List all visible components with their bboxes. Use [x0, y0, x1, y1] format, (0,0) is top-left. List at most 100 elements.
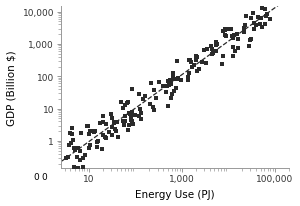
Point — [103, 137, 108, 140]
Point — [251, 28, 256, 32]
Point — [202, 49, 207, 52]
Point — [120, 119, 125, 123]
Point — [70, 133, 75, 136]
Point — [209, 53, 214, 57]
Point — [136, 115, 141, 118]
Point — [81, 157, 85, 160]
Point — [116, 136, 121, 139]
Point — [67, 143, 71, 147]
Point — [187, 59, 192, 62]
Point — [110, 126, 114, 130]
Point — [170, 72, 175, 75]
Point — [214, 50, 219, 54]
Point — [88, 130, 92, 133]
Point — [260, 7, 264, 11]
Point — [122, 124, 126, 127]
Point — [174, 87, 178, 90]
Point — [157, 81, 162, 84]
Point — [74, 155, 79, 159]
Point — [126, 129, 130, 132]
Point — [73, 148, 78, 151]
Point — [127, 112, 132, 115]
Point — [109, 117, 114, 120]
Point — [185, 79, 190, 82]
Y-axis label: GDP (Billion $): GDP (Billion $) — [7, 50, 17, 125]
Point — [129, 87, 134, 91]
Point — [115, 121, 119, 124]
Text: 0: 0 — [33, 172, 39, 181]
Point — [264, 15, 269, 18]
Point — [139, 111, 143, 115]
Point — [185, 76, 190, 79]
Point — [200, 61, 205, 64]
Point — [112, 121, 116, 124]
Point — [138, 118, 143, 121]
Point — [119, 101, 124, 105]
Point — [189, 61, 194, 64]
Point — [128, 113, 132, 116]
Point — [69, 127, 74, 130]
Point — [86, 133, 91, 136]
Point — [168, 79, 173, 82]
Point — [122, 120, 127, 123]
Point — [169, 83, 173, 86]
Point — [106, 130, 111, 134]
Point — [254, 25, 259, 28]
Point — [127, 123, 132, 126]
Point — [129, 119, 134, 122]
Point — [112, 128, 117, 131]
Point — [91, 131, 96, 134]
Point — [230, 35, 234, 38]
Point — [170, 78, 175, 81]
Point — [205, 48, 209, 51]
Text: 0: 0 — [41, 172, 47, 181]
Point — [78, 132, 83, 135]
Point — [69, 142, 74, 145]
Point — [165, 84, 170, 88]
Point — [76, 146, 81, 150]
Point — [101, 115, 106, 119]
Point — [92, 130, 96, 133]
Point — [168, 97, 173, 100]
Point — [95, 141, 100, 144]
Point — [194, 59, 199, 62]
Point — [264, 13, 269, 16]
Point — [151, 109, 156, 112]
Point — [224, 36, 228, 39]
Point — [132, 114, 137, 117]
Point — [174, 60, 179, 63]
Point — [175, 78, 180, 81]
Point — [209, 48, 214, 51]
Point — [123, 104, 128, 107]
Point — [232, 35, 237, 38]
Point — [92, 129, 97, 133]
Point — [85, 125, 89, 129]
Point — [241, 31, 246, 35]
Point — [192, 64, 197, 68]
Point — [131, 122, 136, 126]
Point — [232, 50, 237, 53]
Point — [140, 98, 145, 102]
Point — [203, 62, 208, 66]
Point — [223, 29, 227, 32]
Point — [211, 52, 215, 55]
Point — [110, 134, 115, 137]
Point — [128, 115, 133, 118]
Point — [100, 121, 105, 124]
Point — [223, 34, 228, 38]
Point — [256, 17, 260, 20]
Point — [160, 85, 165, 89]
Point — [248, 39, 253, 42]
Point — [149, 81, 154, 85]
Point — [75, 166, 80, 170]
Point — [82, 154, 87, 157]
X-axis label: Energy Use (PJ): Energy Use (PJ) — [135, 189, 214, 199]
Point — [112, 122, 117, 125]
Point — [123, 115, 128, 118]
Point — [214, 43, 219, 47]
Point — [151, 105, 156, 109]
Point — [63, 157, 68, 160]
Point — [164, 91, 169, 95]
Point — [137, 92, 142, 96]
Point — [244, 16, 248, 19]
